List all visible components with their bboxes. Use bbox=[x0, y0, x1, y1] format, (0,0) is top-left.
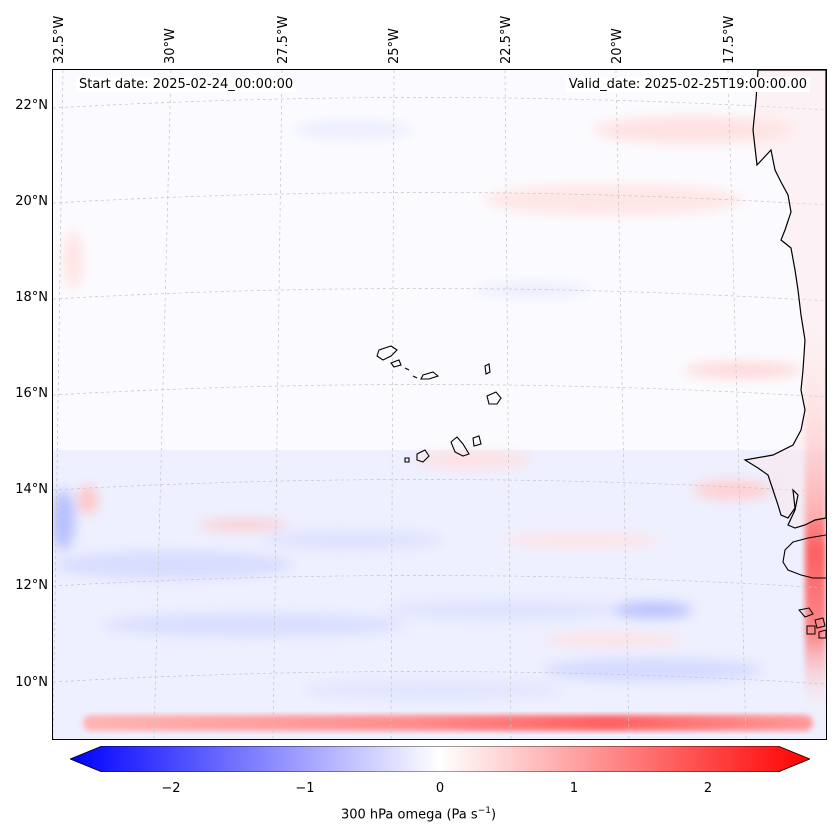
island-sal bbox=[484, 363, 491, 375]
island-branco bbox=[412, 375, 418, 379]
start-date-label: Start date: 2025-02-24_00:00:00 bbox=[76, 77, 297, 92]
lon-label-20w: 20°W bbox=[610, 28, 625, 64]
colorbar-tick-1: 1 bbox=[569, 781, 579, 796]
gridline-16n bbox=[53, 384, 826, 398]
lat-label-10n: 10°N bbox=[15, 675, 48, 690]
colorbar-variable: 300 hPa omega bbox=[340, 807, 443, 823]
gridline-18n bbox=[53, 288, 826, 302]
colorbar-units-exponent: −1 bbox=[477, 806, 491, 816]
bijagos-islands bbox=[798, 607, 826, 639]
colorbar-tick-0: 0 bbox=[435, 781, 445, 796]
cape-verde-islands bbox=[376, 345, 502, 463]
lat-label-16n: 16°N bbox=[15, 386, 48, 401]
lon-label-17-5w: 17.5°W bbox=[722, 15, 737, 64]
lat-label-12n: 12°N bbox=[15, 578, 48, 593]
lon-label-22-5w: 22.5°W bbox=[499, 15, 514, 64]
colorbar-body bbox=[70, 746, 810, 772]
southern-positive-band bbox=[83, 715, 813, 731]
valid-date-label: Valid_date: 2025-02-25T19:00:00.00 bbox=[565, 77, 810, 92]
island-santa-luzia bbox=[404, 367, 410, 371]
island-fogo bbox=[416, 449, 430, 463]
gridline-20n bbox=[53, 192, 826, 206]
lat-label-14n: 14°N bbox=[15, 482, 48, 497]
gridline-22n bbox=[53, 97, 826, 111]
field-blobs bbox=[53, 116, 803, 700]
map-panel bbox=[52, 69, 827, 740]
island-boa-vista bbox=[486, 391, 502, 405]
island-santo-antao bbox=[376, 345, 398, 361]
lat-label-20n: 20°N bbox=[15, 194, 48, 209]
gridline-14n bbox=[53, 479, 826, 493]
island-santiago bbox=[450, 436, 470, 457]
guinea-bissau-coastline bbox=[782, 534, 826, 579]
island-maio bbox=[472, 435, 482, 447]
island-sao-vicente bbox=[390, 359, 402, 368]
graticule bbox=[53, 70, 826, 739]
colorbar-tick-minus-2: −2 bbox=[161, 781, 181, 796]
island-brava bbox=[404, 457, 410, 463]
omega-colorbar bbox=[70, 746, 810, 772]
lon-label-27-5w: 27.5°W bbox=[276, 15, 291, 64]
lat-label-18n: 18°N bbox=[15, 290, 48, 305]
colorbar-tick-minus-1: −1 bbox=[295, 781, 315, 796]
african-coastline bbox=[743, 70, 826, 529]
gridline-12n bbox=[53, 575, 826, 589]
colorbar-title: 300 hPa omega (Pa s−1) bbox=[340, 806, 497, 823]
colorbar-tick-2: 2 bbox=[703, 781, 713, 796]
omega-field bbox=[53, 116, 826, 739]
lon-label-32-5w: 32.5°W bbox=[52, 15, 67, 64]
gridline-10n bbox=[53, 671, 826, 685]
omega-field-map bbox=[53, 70, 826, 739]
lat-label-22n: 22°N bbox=[15, 98, 48, 113]
lon-label-25w: 25°W bbox=[387, 28, 402, 64]
lon-label-30w: 30°W bbox=[163, 28, 178, 64]
island-sao-nicolau bbox=[420, 371, 440, 380]
colorbar-units: Pa s bbox=[451, 807, 478, 823]
